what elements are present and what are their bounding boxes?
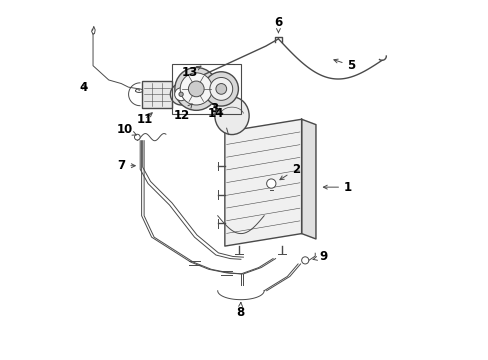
Circle shape	[180, 73, 212, 105]
Circle shape	[203, 72, 238, 106]
Text: 13: 13	[182, 66, 201, 79]
Circle shape	[301, 257, 308, 264]
Text: 5: 5	[333, 59, 355, 72]
Polygon shape	[224, 119, 301, 246]
Circle shape	[209, 77, 232, 100]
Circle shape	[170, 84, 191, 105]
Circle shape	[188, 81, 203, 97]
Text: 8: 8	[236, 302, 244, 319]
Circle shape	[266, 179, 275, 188]
Text: 12: 12	[174, 104, 192, 122]
Text: 14: 14	[207, 107, 224, 120]
Circle shape	[216, 84, 226, 94]
Text: 1: 1	[323, 181, 351, 194]
Bar	[172, 64, 241, 114]
Circle shape	[175, 67, 217, 111]
Text: 6: 6	[274, 16, 282, 32]
Text: 7: 7	[117, 159, 135, 172]
Circle shape	[174, 88, 187, 101]
Circle shape	[179, 92, 183, 96]
Text: 3: 3	[210, 102, 223, 115]
Text: 10: 10	[117, 123, 136, 136]
Circle shape	[134, 134, 140, 140]
Polygon shape	[301, 119, 315, 239]
Text: 11: 11	[136, 113, 152, 126]
Text: 9: 9	[312, 250, 326, 263]
Text: 2: 2	[279, 163, 300, 180]
Bar	[142, 81, 172, 108]
Ellipse shape	[214, 97, 248, 135]
Text: 4: 4	[80, 81, 88, 94]
